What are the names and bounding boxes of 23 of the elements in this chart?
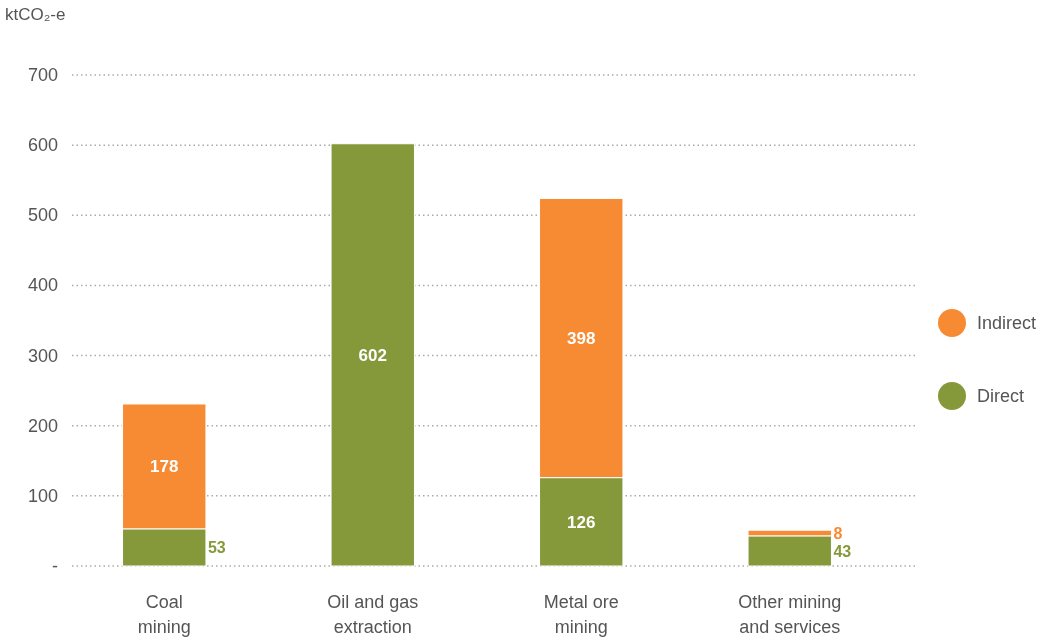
y-axis-title: ktCO₂-e — [5, 5, 66, 24]
y-tick-label: 600 — [27, 135, 58, 156]
data-label: 602 — [358, 345, 387, 365]
y-tick-label: 100 — [27, 485, 58, 506]
data-label: 178 — [150, 457, 179, 477]
x-tick-label: Coal mining — [137, 592, 191, 637]
y-tick-label: 500 — [27, 205, 58, 226]
data-label: 398 — [567, 329, 596, 349]
legend-label: Direct — [977, 386, 1025, 406]
legend-label: Indirect — [977, 313, 1037, 333]
y-tick-label: 400 — [27, 275, 58, 296]
x-tick-label: Other mining and services — [738, 592, 842, 637]
bar — [330, 143, 415, 567]
data-label: 53 — [207, 539, 226, 557]
data-label: 126 — [567, 512, 596, 532]
y-tick-label: 200 — [27, 415, 58, 436]
x-tick-label: Metal ore mining — [543, 592, 619, 637]
y-tick-label: 300 — [27, 345, 58, 366]
x-tick-label: Oil and gas extraction — [327, 592, 419, 637]
y-tick-label: 700 — [27, 65, 58, 85]
y-tick-label: - — [52, 556, 58, 576]
data-label: 43 — [833, 542, 852, 560]
data-label: 8 — [833, 525, 843, 543]
